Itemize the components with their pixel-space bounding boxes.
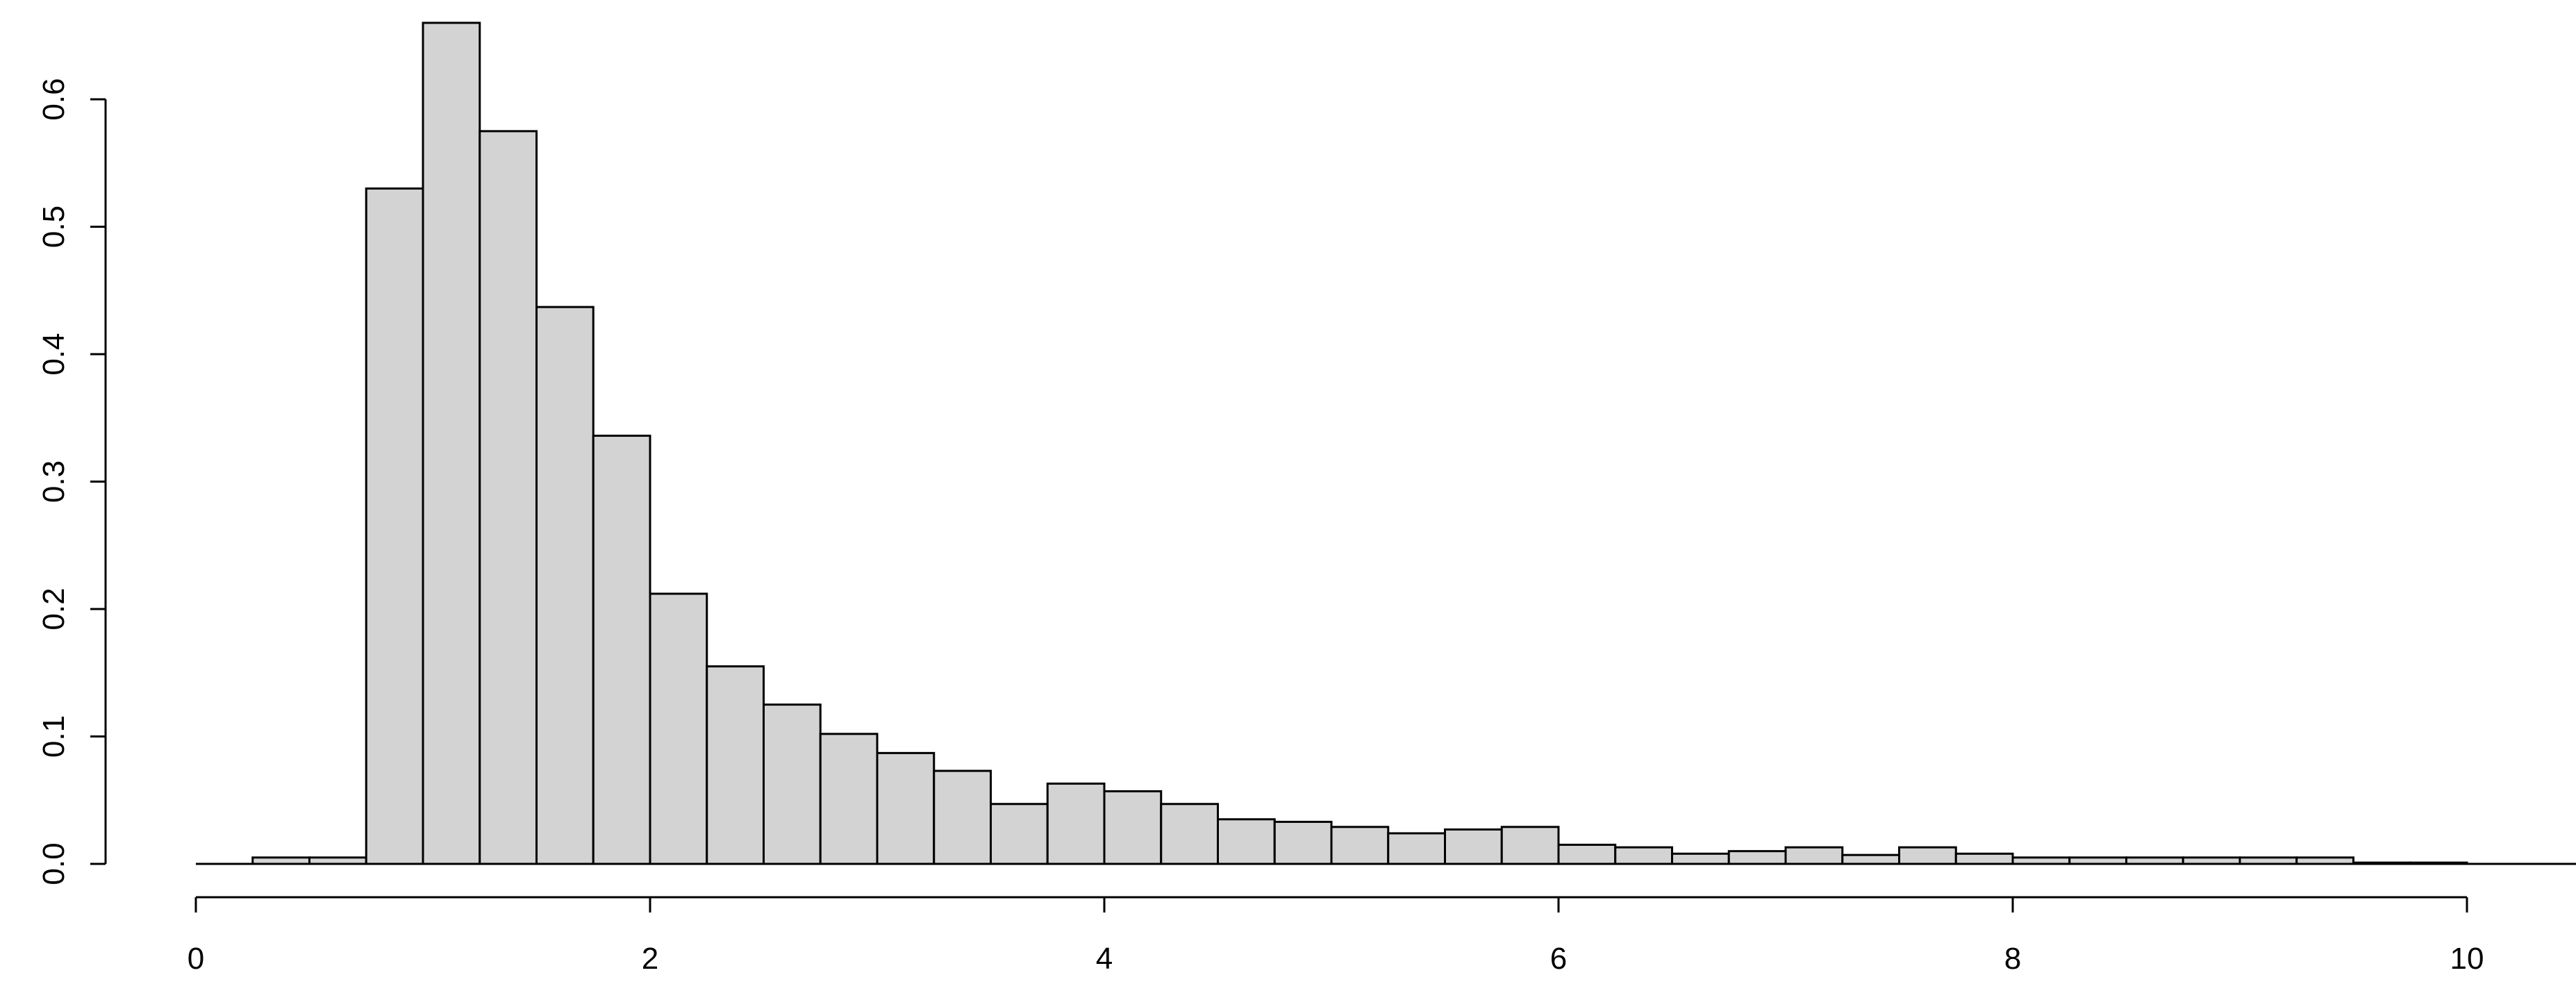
- histogram-bar: [479, 130, 538, 865]
- histogram-bar: [706, 665, 765, 865]
- y-axis: 0.0 0.1 0.2 0.3 0.4 0.5 0.6: [37, 78, 107, 885]
- histogram-bar: [1898, 846, 1957, 865]
- x-tick-label: 0: [188, 942, 204, 976]
- histogram-bar: [1330, 826, 1390, 865]
- histogram-bars: [251, 22, 2468, 865]
- x-tick-label: 4: [1096, 942, 1113, 976]
- histogram-bar: [1444, 828, 1503, 865]
- histogram-bar: [1500, 826, 1560, 865]
- x-tick-label: 10: [2450, 942, 2484, 976]
- histogram-bar: [819, 733, 879, 865]
- histogram-bar: [1671, 852, 1730, 865]
- y-tick-label: 0.0: [37, 842, 71, 885]
- histogram-bar: [1103, 790, 1163, 865]
- histogram-bar: [1273, 820, 1333, 865]
- histogram-bar: [876, 751, 936, 865]
- y-tick-label: 0.4: [37, 333, 71, 375]
- y-tick-label: 0.1: [37, 715, 71, 758]
- histogram-bar: [365, 187, 424, 865]
- histogram-bar: [649, 592, 708, 865]
- y-tick-label: 0.6: [37, 78, 71, 120]
- histogram-bar: [933, 769, 992, 865]
- histogram-bar: [763, 703, 822, 865]
- histogram-bar: [1954, 852, 2014, 865]
- histogram-bar: [535, 306, 595, 865]
- x-tick-label: 8: [2004, 942, 2021, 976]
- y-tick-label: 0.2: [37, 588, 71, 630]
- histogram-bar: [1160, 803, 1219, 865]
- histogram-bar: [1727, 850, 1787, 865]
- histogram-bar: [1841, 853, 1900, 865]
- histogram-bar: [1387, 832, 1446, 865]
- x-tick-label: 6: [1550, 942, 1567, 976]
- histogram-bar: [1046, 782, 1106, 865]
- histogram-bar: [1557, 843, 1617, 865]
- y-tick-label: 0.3: [37, 460, 71, 503]
- y-tick-label: 0.5: [37, 206, 71, 248]
- histogram-bar: [1217, 818, 1276, 865]
- histogram-bar: [592, 434, 651, 865]
- histogram-bar: [990, 803, 1049, 865]
- histogram-bar: [1614, 846, 1673, 865]
- histogram-bar: [422, 22, 481, 865]
- x-tick-label: 2: [642, 942, 658, 976]
- histogram-bar: [1784, 846, 1844, 865]
- x-axis: 0 2 4 6 8 10: [188, 896, 2484, 976]
